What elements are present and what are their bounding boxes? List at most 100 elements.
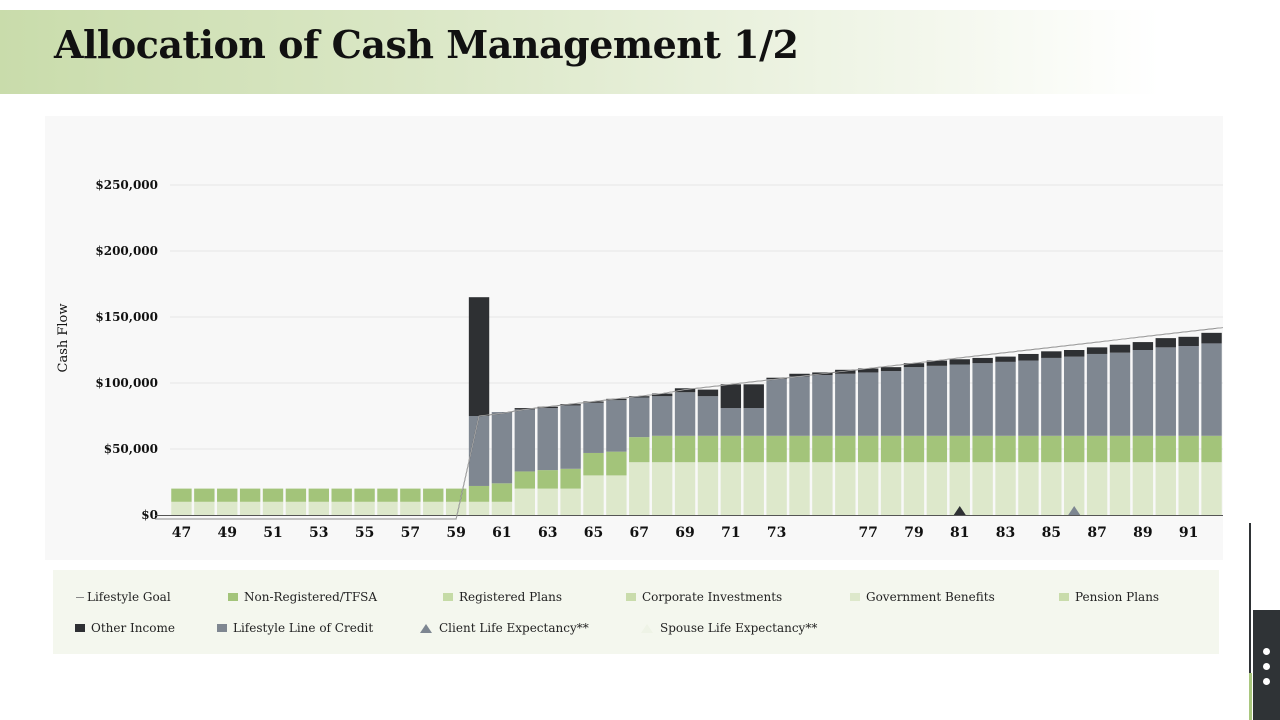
bar-segment [720,408,742,436]
bar-segment [194,501,215,515]
bar-segment [1064,350,1085,357]
bar-segment [926,365,948,436]
bar-segment [1041,462,1062,515]
legend-lifestyle-line-of-credit: Lifestyle Line of Credit [217,621,373,635]
bar-segment [285,488,307,502]
legend-client-life-expectancy: Client Life Expectancy** [420,621,589,635]
chart-legend: Lifestyle Goal Non-Registered/TFSA Regis… [53,570,1219,654]
triangle-icon [420,623,432,633]
bar-segment [903,367,925,436]
bar-segment [1201,332,1222,344]
legend-registered-plans: Registered Plans [443,590,562,604]
bar-segment [423,501,444,515]
bar-segment [766,379,787,436]
x-tick-label: 67 [630,525,649,541]
bar-segment [995,462,1016,515]
menu-dot-icon[interactable] [1263,663,1270,670]
bar-segment [651,462,673,515]
bar-segment [743,435,764,463]
legend-government-benefits: Government Benefits [850,590,995,604]
y-tick-label: $100,000 [95,376,158,390]
x-tick-label: 91 [1179,525,1198,541]
bar-segment [1064,356,1085,436]
bar-segment [880,371,902,436]
bar-segment [537,406,558,409]
bar-segment [651,396,673,436]
bar-segment [1178,336,1199,347]
bar-segment [1155,435,1176,463]
menu-dot-icon[interactable] [1263,678,1270,685]
bar-segment [217,488,238,502]
bar-segment [651,435,673,463]
bar-segment [1178,462,1199,515]
x-tick-label: 81 [950,525,969,541]
bar-segment [926,462,948,515]
bar-segment [239,488,261,502]
bar-segment [743,408,764,436]
x-tick-label: 73 [767,525,786,541]
bar-segment [880,367,902,372]
bar-segment [857,462,879,515]
legend-label: Client Life Expectancy** [439,621,589,635]
bar-segment [1086,462,1108,515]
bar-segment [285,501,307,515]
bar-segment [903,435,925,463]
bar-segment [995,435,1016,463]
bar-segment [491,412,513,484]
bar-segment [1018,360,1039,436]
bar-segment [926,435,948,463]
bar-segment [1201,462,1222,515]
bar-segment [835,369,856,374]
x-tick-label: 89 [1133,525,1152,541]
bar-segment [1086,347,1108,354]
bar-segment [720,384,742,409]
lifestyle-goal-highlight [155,327,1224,520]
legend-label: Government Benefits [866,590,995,604]
bar-segment [514,488,536,515]
bar-segment [514,409,536,472]
bar-segment [629,396,650,398]
legend-swatch [626,593,636,601]
bar-segment [629,462,650,515]
bar-segment [1132,462,1154,515]
x-tick-label: 79 [904,525,923,541]
legend-other-income: Other Income [75,621,175,635]
bar-segment [468,416,490,486]
bar-segment [1132,350,1154,436]
bar-segment [331,501,352,515]
bar-segment [560,468,581,489]
x-tick-label: 69 [675,525,694,541]
bar-segment [651,393,673,397]
bar-segment [262,488,284,502]
bar-segment [972,363,993,436]
bar-segment [468,485,490,502]
bar-segment [468,501,490,515]
bar-segment [583,452,604,476]
bar-segment [766,377,787,380]
x-tick-label: 55 [355,525,374,541]
menu-dot-icon[interactable] [1263,648,1270,655]
bar-segment [560,404,581,406]
bar-segment [514,408,536,410]
x-tick-label: 51 [263,525,282,541]
x-tick-label: 83 [996,525,1015,541]
x-tick-label: 71 [721,525,740,541]
bar-segment [720,462,742,515]
title-band [0,10,1160,94]
legend-swatch [75,624,85,632]
bar-segment [400,488,421,502]
bar-segment [835,462,856,515]
x-tick-label: 85 [1042,525,1061,541]
bar-segment [1064,435,1085,463]
bar-segment [308,488,329,502]
y-tick-label: $150,000 [95,310,158,324]
bar-segment [1155,462,1176,515]
bar-segment [789,373,810,377]
y-tick-label: $0 [141,508,158,522]
legend-label: Lifestyle Line of Credit [233,621,374,635]
bar-segment [1155,338,1176,348]
legend-corporate-investments: Corporate Investments [626,590,782,604]
bar-segment [1041,435,1062,463]
bar-segment [903,363,925,368]
bar-segment [857,368,879,373]
